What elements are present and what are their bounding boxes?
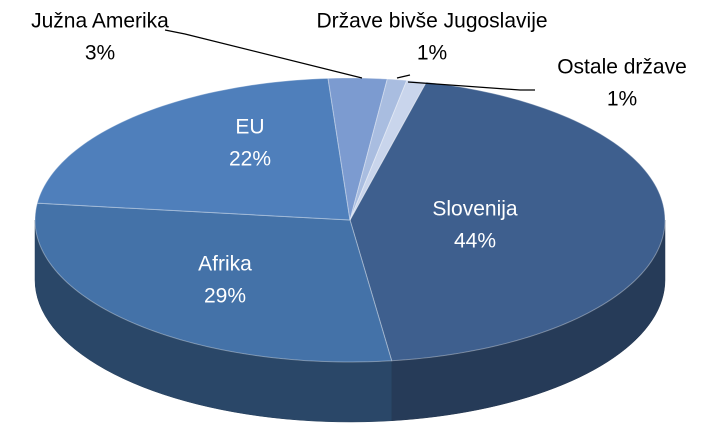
slice-label: Afrika	[198, 253, 252, 276]
slice-label: Države bivše Jugoslavije	[316, 10, 547, 33]
pie-tops	[34, 77, 666, 363]
labels: Slovenija 44% Afrika 29% EU 22% Južna Amerika 3…	[31, 10, 687, 308]
pie-slice	[349, 81, 666, 362]
leader-line	[164, 29, 363, 79]
slice-label: Slovenija	[432, 198, 518, 221]
pie-slice	[327, 77, 388, 221]
slice-label: EU	[235, 116, 264, 139]
slice-value: 3%	[85, 42, 115, 65]
leader-line	[407, 81, 535, 91]
slice-value: 1%	[417, 42, 447, 65]
slice-value: 44%	[454, 230, 496, 253]
slice-value: 1%	[607, 88, 637, 111]
pie-slice	[34, 202, 393, 363]
slice-value: 29%	[204, 285, 246, 308]
slice-label: Južna Amerika	[31, 10, 169, 33]
slice-value: 22%	[229, 148, 271, 171]
pie-slice	[349, 79, 428, 221]
pie-slice	[36, 77, 351, 221]
leader-lines	[164, 29, 535, 91]
leader-line	[396, 74, 411, 79]
slice-label: Ostale države	[557, 56, 687, 79]
